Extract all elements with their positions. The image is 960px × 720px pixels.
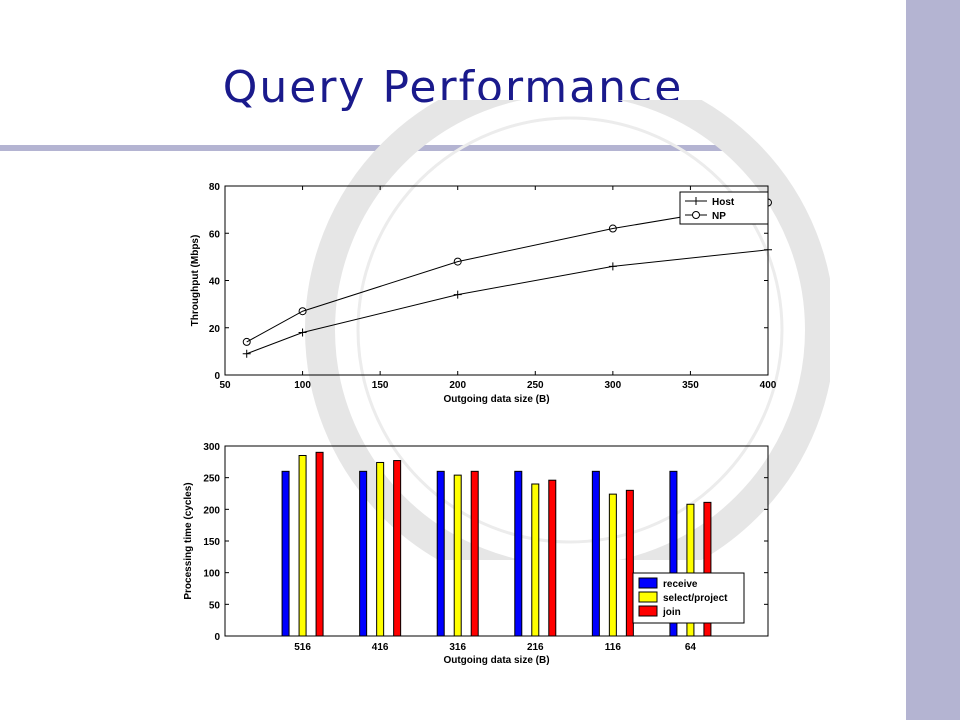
bar-chart-xlabel: Outgoing data size (B): [443, 655, 549, 666]
charts-area: 50 100 150 200 250 300 350 400 0 20 40 60 80 Outgoing…: [183, 182, 777, 666]
bar-chart-xtick-label: 316: [449, 642, 466, 653]
line-chart-xtick-label: 50: [219, 380, 231, 391]
bar-chart-ylabel: Processing time (cycles): [183, 482, 194, 599]
line-chart-ytick-label: 20: [209, 324, 221, 335]
university-seal-watermark: [305, 100, 830, 560]
bar-join-116: [625, 489, 634, 637]
bar-chart-ytick-label: 250: [203, 474, 220, 485]
line-chart-xlabel: Outgoing data size (B): [443, 394, 549, 405]
bar-chart-ytick-label: 150: [203, 537, 220, 548]
bar-join-516: [315, 451, 324, 637]
line-chart-xtick-label: 400: [760, 380, 777, 391]
line-point-host: [764, 245, 772, 254]
line-point-np: [242, 337, 251, 346]
line-chart-ylabel: Throughput (Mbps): [190, 235, 201, 327]
legend-swatch-select-project: [638, 591, 658, 603]
bar-select-project-316: [453, 474, 462, 637]
legend-label-np: NP: [712, 211, 726, 222]
bar-receive-216: [514, 470, 523, 637]
bar-chart-ytick-label: 50: [209, 600, 221, 611]
line-point-host: [608, 262, 617, 271]
bar-select-project-64: [686, 503, 695, 637]
line-series-np: [246, 202, 769, 343]
line-chart-ytick-label: 0: [214, 371, 220, 382]
bar-join-64: [703, 501, 712, 637]
bar-chart-xtick-label: 64: [685, 642, 697, 653]
bar-chart-ytick-label: 0: [214, 632, 220, 643]
line-point-host: [242, 349, 251, 358]
legend-swatch-receive: [638, 577, 658, 589]
bar-select-project-416: [376, 461, 385, 637]
legend-label-receive: receive: [663, 579, 698, 590]
bar-chart-ytick-label: 100: [203, 569, 220, 580]
slide-side-bar: [906, 0, 960, 720]
bar-receive-516: [281, 470, 290, 637]
legend-label-host: Host: [712, 197, 735, 208]
bar-select-project-216: [531, 483, 540, 637]
title-underline: [0, 145, 730, 151]
bar-chart-xtick-label: 216: [527, 642, 544, 653]
bar-join-316: [470, 470, 479, 637]
bar-chart-xtick-label: 416: [372, 642, 389, 653]
line-chart-ytick-label: 40: [209, 277, 221, 288]
line-chart-xtick-label: 250: [527, 380, 544, 391]
line-series-host: [246, 249, 769, 355]
bar-receive-116: [591, 470, 600, 637]
bar-join-216: [548, 479, 557, 637]
line-chart-xtick-label: 150: [372, 380, 389, 391]
line-point-host: [453, 290, 462, 299]
bar-receive-316: [436, 470, 445, 637]
line-chart-xtick-label: 200: [449, 380, 466, 391]
line-chart-xtick-label: 100: [294, 380, 311, 391]
bar-chart-ytick-label: 300: [203, 442, 220, 453]
bar-receive-64: [669, 470, 678, 637]
bar-join-416: [393, 460, 402, 637]
bar-chart-xtick-label: 516: [294, 642, 311, 653]
line-point-np: [608, 224, 617, 233]
bar-chart-xtick-label: 116: [605, 642, 622, 653]
legend-label-join: join: [662, 607, 681, 618]
legend-swatch-join: [638, 605, 658, 617]
bar-receive-416: [359, 470, 368, 637]
bar-select-project-516: [298, 455, 307, 637]
line-chart-ytick-label: 80: [209, 182, 221, 193]
line-point-np: [298, 307, 307, 316]
line-point-np: [453, 257, 462, 266]
legend-marker-np: [692, 211, 700, 219]
bar-select-project-116: [608, 493, 617, 637]
line-chart-xtick-label: 300: [605, 380, 622, 391]
legend-label-select-project: select/project: [663, 593, 728, 604]
line-chart-ytick-label: 60: [209, 229, 221, 240]
bar-chart-ytick-label: 200: [203, 505, 220, 516]
line-point-host: [298, 328, 307, 337]
line-chart-xtick-label: 350: [682, 380, 699, 391]
legend-marker-host: [692, 197, 700, 205]
